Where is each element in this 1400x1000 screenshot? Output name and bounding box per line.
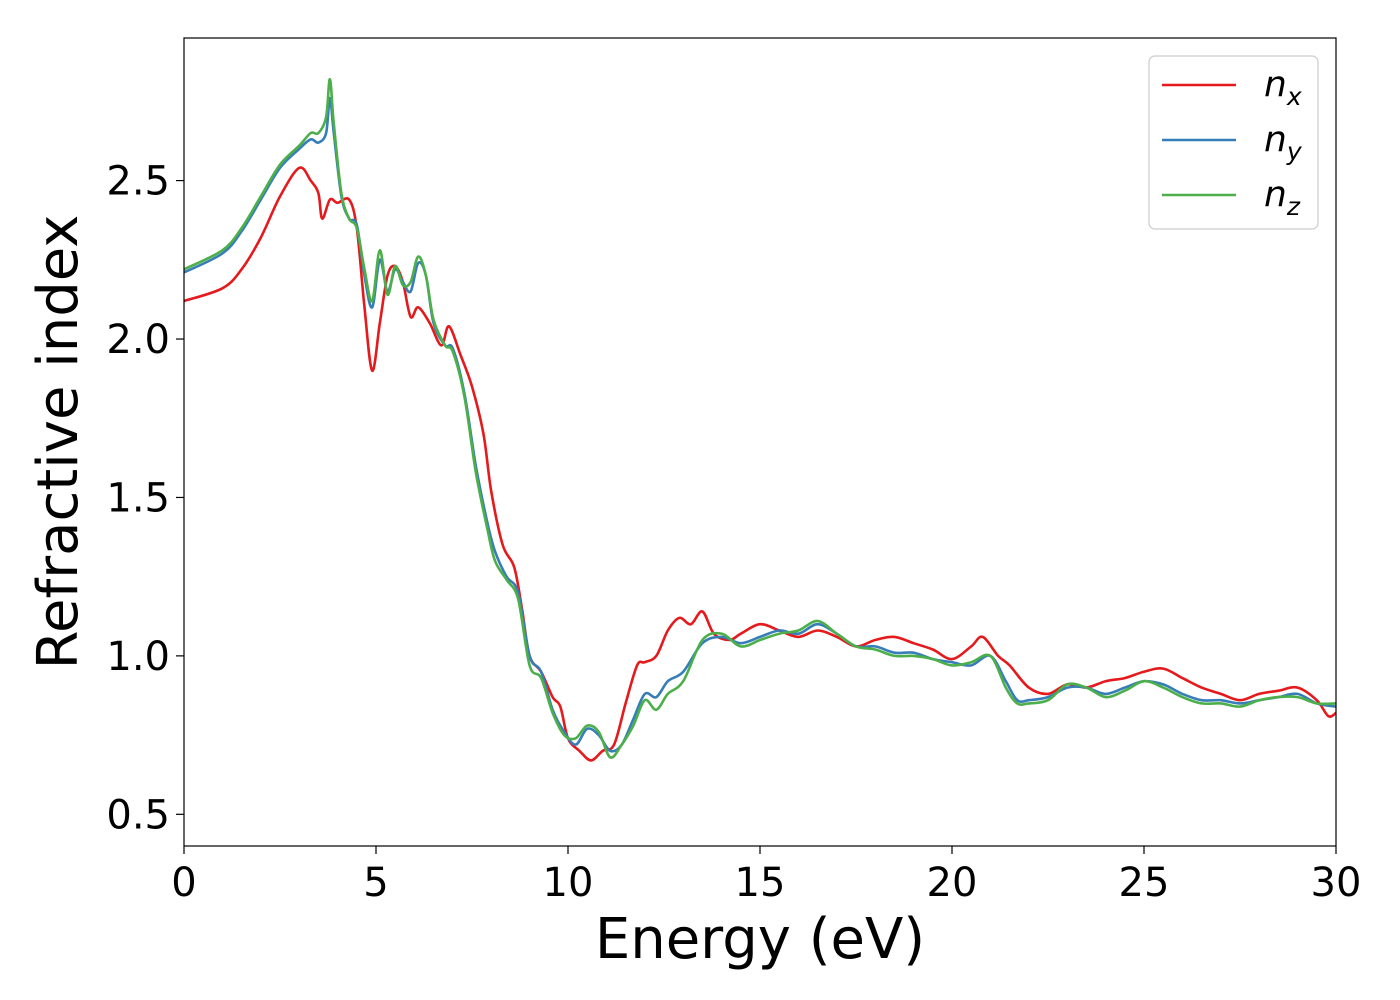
x-ticks: 0 5 10 15 20 25 30 (171, 846, 1361, 906)
y-ticks: 0.5 1.0 1.5 2.0 2.5 (106, 159, 184, 838)
series-layer (183, 77, 1337, 762)
series-line-z (183, 77, 1337, 759)
legend-frame (1148, 55, 1319, 230)
y-tick-label: 2.0 (106, 317, 170, 363)
x-tick-label: 5 (363, 860, 388, 906)
y-tick-label: 0.5 (106, 792, 170, 838)
y-axis-label: Refractive index (26, 215, 91, 670)
x-tick-label: 20 (927, 860, 978, 906)
plot-area (184, 38, 1336, 846)
y-tick-label: 1.5 (106, 475, 170, 521)
x-tick-label: 25 (1119, 860, 1170, 906)
x-tick-label: 10 (543, 860, 594, 906)
y-tick-label: 2.5 (106, 159, 170, 205)
x-axis-label: Energy (eV) (595, 907, 925, 972)
y-tick-label: 1.0 (106, 634, 170, 680)
x-tick-label: 15 (735, 860, 786, 906)
x-tick-label: 30 (1311, 860, 1362, 906)
x-tick-label: 0 (171, 860, 196, 906)
